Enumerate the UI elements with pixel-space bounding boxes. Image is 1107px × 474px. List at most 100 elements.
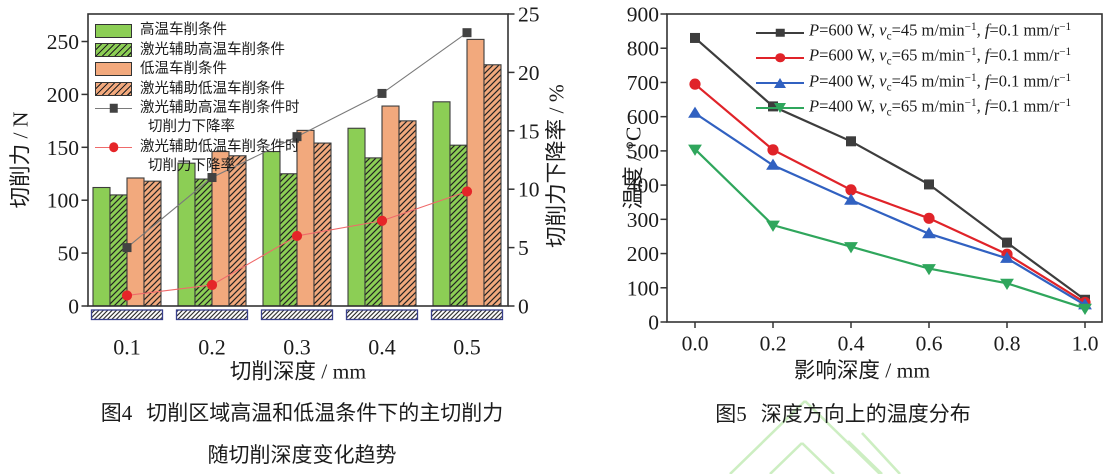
y-tick-label: 800 xyxy=(627,37,659,61)
bar xyxy=(466,38,485,307)
circle-marker xyxy=(108,142,119,152)
fig4-caption-line1: 图4 切削区域高温和低温条件下的主切削力 xyxy=(101,397,504,427)
triangle-up-marker xyxy=(774,77,786,88)
legend-label: 高温车削条件 xyxy=(140,22,227,39)
x-tick-label: 0.2 xyxy=(760,332,787,356)
x-tick-label: 0.1 xyxy=(113,335,141,360)
fig5-line-chart: 0 100 200 300 400 500 600 700 800 900 0.0 0.2 0.4 0.6… xyxy=(622,3,1103,383)
circle-marker xyxy=(845,184,857,196)
bar xyxy=(143,180,162,307)
watermark-line xyxy=(861,432,901,474)
y-tick-label: 200 xyxy=(627,242,659,266)
circle-marker xyxy=(775,53,785,63)
triangle-up-marker xyxy=(688,106,702,118)
legend-label: P=400 W, vc=45 m/min−1, f=0.1 mm/r−1 xyxy=(809,71,1072,94)
legend-item: 高温车削条件 xyxy=(95,21,395,40)
x-tick-label: 0.3 xyxy=(283,335,311,360)
y-tick-label: 600 xyxy=(627,105,659,129)
y-tick-label-left: 0 xyxy=(68,295,79,319)
color-swatch xyxy=(95,23,132,38)
circle-marker xyxy=(923,212,935,224)
fig5-caption: 图5 深度方向上的温度分布 xyxy=(715,398,971,428)
fig4-caption-text: 切削区域高温和低温条件下的主切削力 xyxy=(146,401,504,425)
y-tick-label-right: 25 xyxy=(518,3,540,27)
legend-label: 激光辅助高温车削条件 xyxy=(140,41,285,58)
circle-marker xyxy=(376,215,388,226)
y-tick-label-left: 250 xyxy=(47,30,79,54)
y-tick-label: 500 xyxy=(627,139,659,163)
legend-item: P=600 W, vc=65 m/min−1, f=0.1 mm/r−1 xyxy=(756,45,1071,70)
square-marker xyxy=(122,243,132,253)
y-tick-label: 0 xyxy=(648,311,659,335)
y-tick-label-right: 20 xyxy=(518,61,540,85)
legend-item: P=400 W, vc=45 m/min−1, f=0.1 mm/r−1 xyxy=(756,70,1071,95)
y-axis-title: 温度 / °C xyxy=(622,127,646,210)
bar xyxy=(432,101,451,307)
legend-label: P=600 W, vc=65 m/min−1, f=0.1 mm/r−1 xyxy=(809,46,1072,68)
base-hatch-block xyxy=(345,309,419,321)
bar xyxy=(483,64,502,307)
line-marker-swatch xyxy=(95,101,132,115)
legend-item: 激光辅助低温车削条件时 xyxy=(95,137,395,156)
y-tick-label-right: 15 xyxy=(518,119,540,143)
triangle-down-marker xyxy=(766,220,780,232)
square-marker xyxy=(207,173,217,183)
legend-label: P=400 W, vc=65 m/min−1, f=0.1 mm/r−1 xyxy=(809,96,1072,119)
bar xyxy=(398,120,417,307)
fig4-plot-frame xyxy=(87,13,509,307)
y-tick-label: 300 xyxy=(627,208,659,232)
y-tick-label-left: 100 xyxy=(47,189,79,213)
legend-item: 激光辅助高温车削条件时 xyxy=(95,99,395,118)
square-marker xyxy=(775,28,785,37)
temperature-line xyxy=(694,83,1086,304)
y-tick-label-left: 50 xyxy=(58,242,80,266)
y-tick-label-left: 150 xyxy=(47,136,79,160)
legend-item-line2: 切削力下降率 xyxy=(95,118,395,137)
legend-label: 切削力下降率 xyxy=(148,158,235,175)
legend-label: P=600 W, vc=45 m/min−1, f=0.1 mm/r−1 xyxy=(809,20,1072,43)
line-marker-swatch xyxy=(756,77,804,89)
y-tick-label: 900 xyxy=(627,3,659,27)
y-tick-label-right: 5 xyxy=(518,236,529,260)
line-marker-swatch xyxy=(756,102,804,114)
bar xyxy=(177,162,196,307)
hatched-swatch xyxy=(95,81,132,96)
x-tick-label: 0.4 xyxy=(838,332,865,356)
legend-label: 切削力下降率 xyxy=(148,119,235,136)
line-marker-swatch xyxy=(756,52,804,64)
y-tick-label: 400 xyxy=(627,174,659,198)
legend-label: 激光辅助低温车削条件 xyxy=(140,80,285,97)
bar xyxy=(126,177,145,307)
base-hatch-block xyxy=(175,309,249,321)
fig4-caption-number: 图4 xyxy=(100,401,133,425)
x-tick-label: 0.6 xyxy=(916,332,943,356)
watermark-line xyxy=(847,440,883,474)
triangle-down-marker xyxy=(1078,303,1092,315)
legend-label: 激光辅助低温车削条件时 xyxy=(140,138,300,155)
base-hatch-block xyxy=(430,309,504,321)
square-marker xyxy=(768,101,778,112)
circle-marker xyxy=(461,186,473,197)
triangle-up-marker xyxy=(1000,251,1014,263)
triangle-down-marker xyxy=(1000,278,1014,290)
fig4-caption-line2: 随切削深度变化趋势 xyxy=(208,439,397,469)
y-tick-label-right: 0 xyxy=(518,295,529,319)
watermark-line xyxy=(769,442,803,474)
fig5-legend: P=600 W, vc=45 m/min−1, f=0.1 mm/r−1 P=60… xyxy=(756,20,1071,121)
bar xyxy=(364,157,383,307)
y-tick-label-left: 200 xyxy=(47,83,79,107)
fig5-plot-frame xyxy=(666,13,1103,323)
legend-item-line2: 切削力下降率 xyxy=(95,157,395,176)
circle-marker xyxy=(767,144,779,156)
base-hatch-block xyxy=(260,309,334,321)
y-axis-title-right: 切削力下降率 / % xyxy=(545,84,569,248)
temperature-line xyxy=(694,112,1086,306)
square-marker xyxy=(1002,237,1012,248)
watermark-line xyxy=(804,400,881,474)
legend-label: 激光辅助高温车削条件时 xyxy=(140,100,300,116)
legend-label: 低温车削条件 xyxy=(140,61,227,78)
fig5-caption-text: 深度方向上的温度分布 xyxy=(760,402,971,426)
x-tick-label: 0.5 xyxy=(453,335,481,360)
legend-item: 激光辅助高温车削条件 xyxy=(95,40,395,59)
